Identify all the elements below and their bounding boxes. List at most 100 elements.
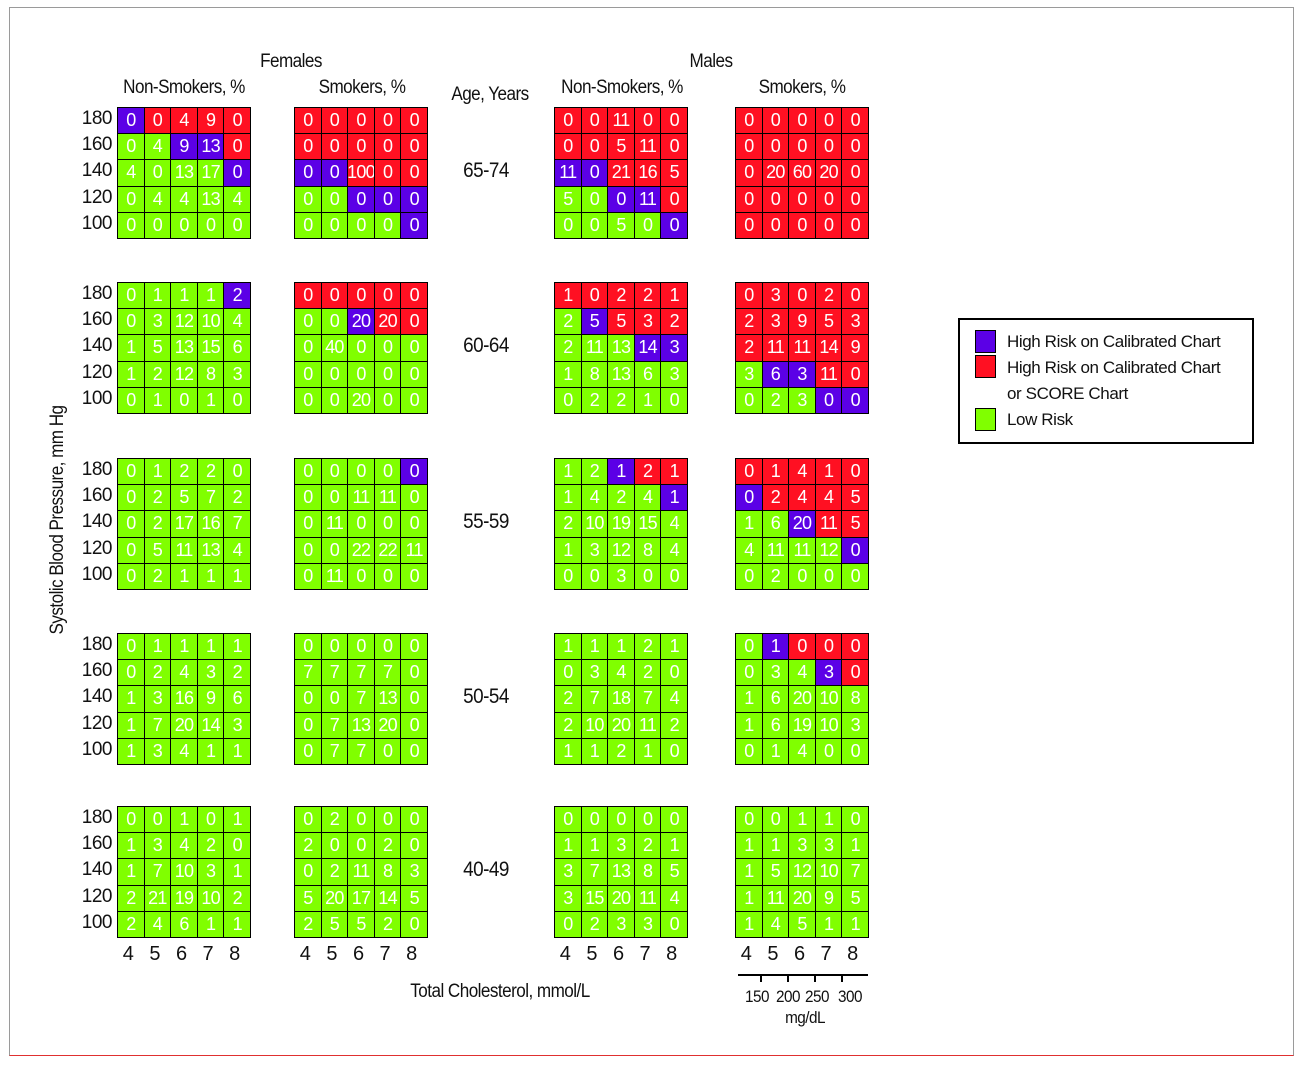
male-smokers-header: Smokers, % [758, 77, 846, 98]
male-nonsmokers-cell: 4 [660, 536, 688, 564]
female-smokers-cell: 0 [294, 633, 322, 661]
male-nonsmokers-cell: 0 [554, 806, 582, 834]
male-nonsmokers-cell: 2 [660, 308, 688, 336]
male-nonsmokers-cell: 10 [580, 510, 609, 538]
female-nonsmokers-cell: 3 [196, 659, 225, 687]
female-smokers-cell: 0 [400, 562, 428, 590]
female-smokers-cell: 0 [294, 484, 322, 512]
female-smokers-cell: 0 [294, 282, 322, 310]
male-smokers-cell: 0 [841, 562, 869, 590]
male-nonsmokers-cell: 15 [580, 884, 609, 912]
female-nonsmokers-cell: 12 [170, 360, 198, 388]
male-smokers-cell: 20 [814, 159, 843, 187]
female-smokers-cell: 22 [373, 536, 402, 564]
male-smokers-cell: 9 [814, 884, 843, 912]
female-nonsmokers-cell: 10 [196, 308, 225, 336]
female-smokers-cell: 0 [320, 386, 349, 414]
male-nonsmokers-cell: 0 [554, 386, 582, 414]
female-smokers-cell: 100 [347, 159, 376, 187]
male-nonsmokers-cell: 11 [633, 884, 662, 912]
female-nonsmokers-cell: 13 [170, 334, 198, 362]
female-smokers-cell: 0 [320, 133, 349, 161]
female-smokers-cell: 0 [373, 386, 402, 414]
female-nonsmokers-cell: 19 [170, 884, 198, 912]
male-smokers-cell: 0 [735, 737, 763, 765]
male-nonsmokers-cell: 1 [660, 282, 688, 310]
female-nonsmokers-cell: 1 [223, 737, 251, 765]
male-smokers-cell: 1 [761, 832, 790, 860]
female-smokers-cell: 0 [400, 159, 428, 187]
male-nonsmokers-cell: 1 [554, 737, 582, 765]
y-tick-label: 120 [81, 885, 113, 907]
male-smokers-cell: 0 [735, 211, 763, 239]
male-smokers-cell: 0 [841, 211, 869, 239]
male-nonsmokers-cell: 13 [607, 334, 635, 362]
x-tick-label: 8 [229, 943, 241, 965]
female-nonsmokers-cell: 1 [196, 633, 225, 661]
x-tick-label: 6 [612, 943, 625, 965]
female-nonsmokers-cell: 21 [143, 884, 172, 912]
mgdl-unit: mg/dL [785, 1008, 825, 1027]
female-nonsmokers-cell: 2 [143, 562, 172, 590]
female-nonsmokers-cell: 0 [117, 633, 145, 661]
male-nonsmokers-header: Non-Smokers, % [561, 77, 683, 98]
male-smokers-cell: 0 [788, 211, 816, 239]
y-tick-label: 100 [81, 563, 113, 585]
female-smokers-cell: 0 [400, 282, 428, 310]
age-group-label: 55-59 [463, 510, 509, 533]
y-tick-label: 120 [81, 712, 113, 734]
male-nonsmokers-cell: 1 [554, 458, 582, 486]
male-smokers-cell: 0 [788, 562, 816, 590]
x-tick-label: 5 [767, 943, 779, 965]
female-smokers-cell: 0 [294, 185, 322, 213]
female-smokers-cell: 0 [400, 334, 428, 362]
female-smokers-cell: 0 [373, 211, 402, 239]
male-nonsmokers-cell: 1 [607, 633, 635, 661]
female-smokers-cell: 0 [347, 562, 375, 590]
male-nonsmokers-cell: 2 [580, 910, 609, 938]
male-smokers-cell: 3 [788, 386, 816, 414]
male-smokers-cell: 6 [761, 711, 790, 739]
male-smokers-cell: 60 [788, 159, 816, 187]
female-smokers-cell: 3 [400, 858, 428, 886]
female-nonsmokers-cell: 0 [223, 386, 251, 414]
female-nonsmokers-cell: 7 [143, 711, 172, 739]
female-smokers-cell: 0 [347, 832, 375, 860]
legend-label: Low Risk [1007, 410, 1073, 429]
female-nonsmokers-cell: 5 [143, 334, 172, 362]
male-smokers-cell: 0 [841, 107, 869, 135]
female-smokers-cell: 0 [320, 107, 349, 135]
male-smokers-cell: 9 [788, 308, 816, 336]
female-nonsmokers-cell: 0 [117, 659, 145, 687]
male-nonsmokers-cell: 0 [554, 659, 582, 687]
female-nonsmokers-cell: 0 [223, 107, 251, 135]
male-smokers-cell: 0 [841, 386, 869, 414]
male-nonsmokers-cell: 13 [607, 360, 635, 388]
male-nonsmokers-cell: 0 [633, 107, 662, 135]
y-tick-label: 180 [81, 634, 113, 655]
male-smokers-cell: 0 [735, 633, 763, 661]
male-nonsmokers-cell: 4 [580, 484, 609, 512]
female-nonsmokers-cell: 2 [223, 484, 251, 512]
female-nonsmokers-cell: 1 [223, 806, 251, 834]
male-nonsmokers-cell: 5 [660, 858, 688, 886]
female-smokers-cell: 0 [400, 510, 428, 538]
male-smokers-cell: 2 [761, 386, 790, 414]
mgdl-tick-label: 150 [745, 987, 769, 1006]
female-smokers-cell: 0 [347, 185, 375, 213]
female-nonsmokers-cell: 3 [143, 737, 172, 765]
male-smokers-cell: 0 [814, 737, 843, 765]
x-tick-label: 6 [175, 943, 188, 965]
female-nonsmokers-cell: 5 [170, 484, 198, 512]
female-smokers-cell: 0 [400, 308, 428, 336]
male-nonsmokers-cell: 19 [607, 510, 635, 538]
male-smokers-cell: 0 [841, 282, 869, 310]
legend-swatch-green [975, 408, 996, 431]
legend: High Risk on Calibrated Chart High Risk … [958, 318, 1254, 444]
female-nonsmokers-cell: 1 [223, 910, 251, 938]
female-nonsmokers-cell: 6 [223, 685, 251, 713]
male-smokers-cell: 0 [814, 562, 843, 590]
female-smokers-cell: 40 [320, 334, 349, 362]
x-axis-label: Total Cholesterol, mmol/L [410, 981, 590, 1002]
